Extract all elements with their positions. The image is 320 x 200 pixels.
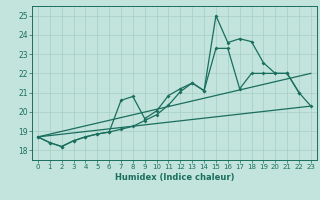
X-axis label: Humidex (Indice chaleur): Humidex (Indice chaleur): [115, 173, 234, 182]
